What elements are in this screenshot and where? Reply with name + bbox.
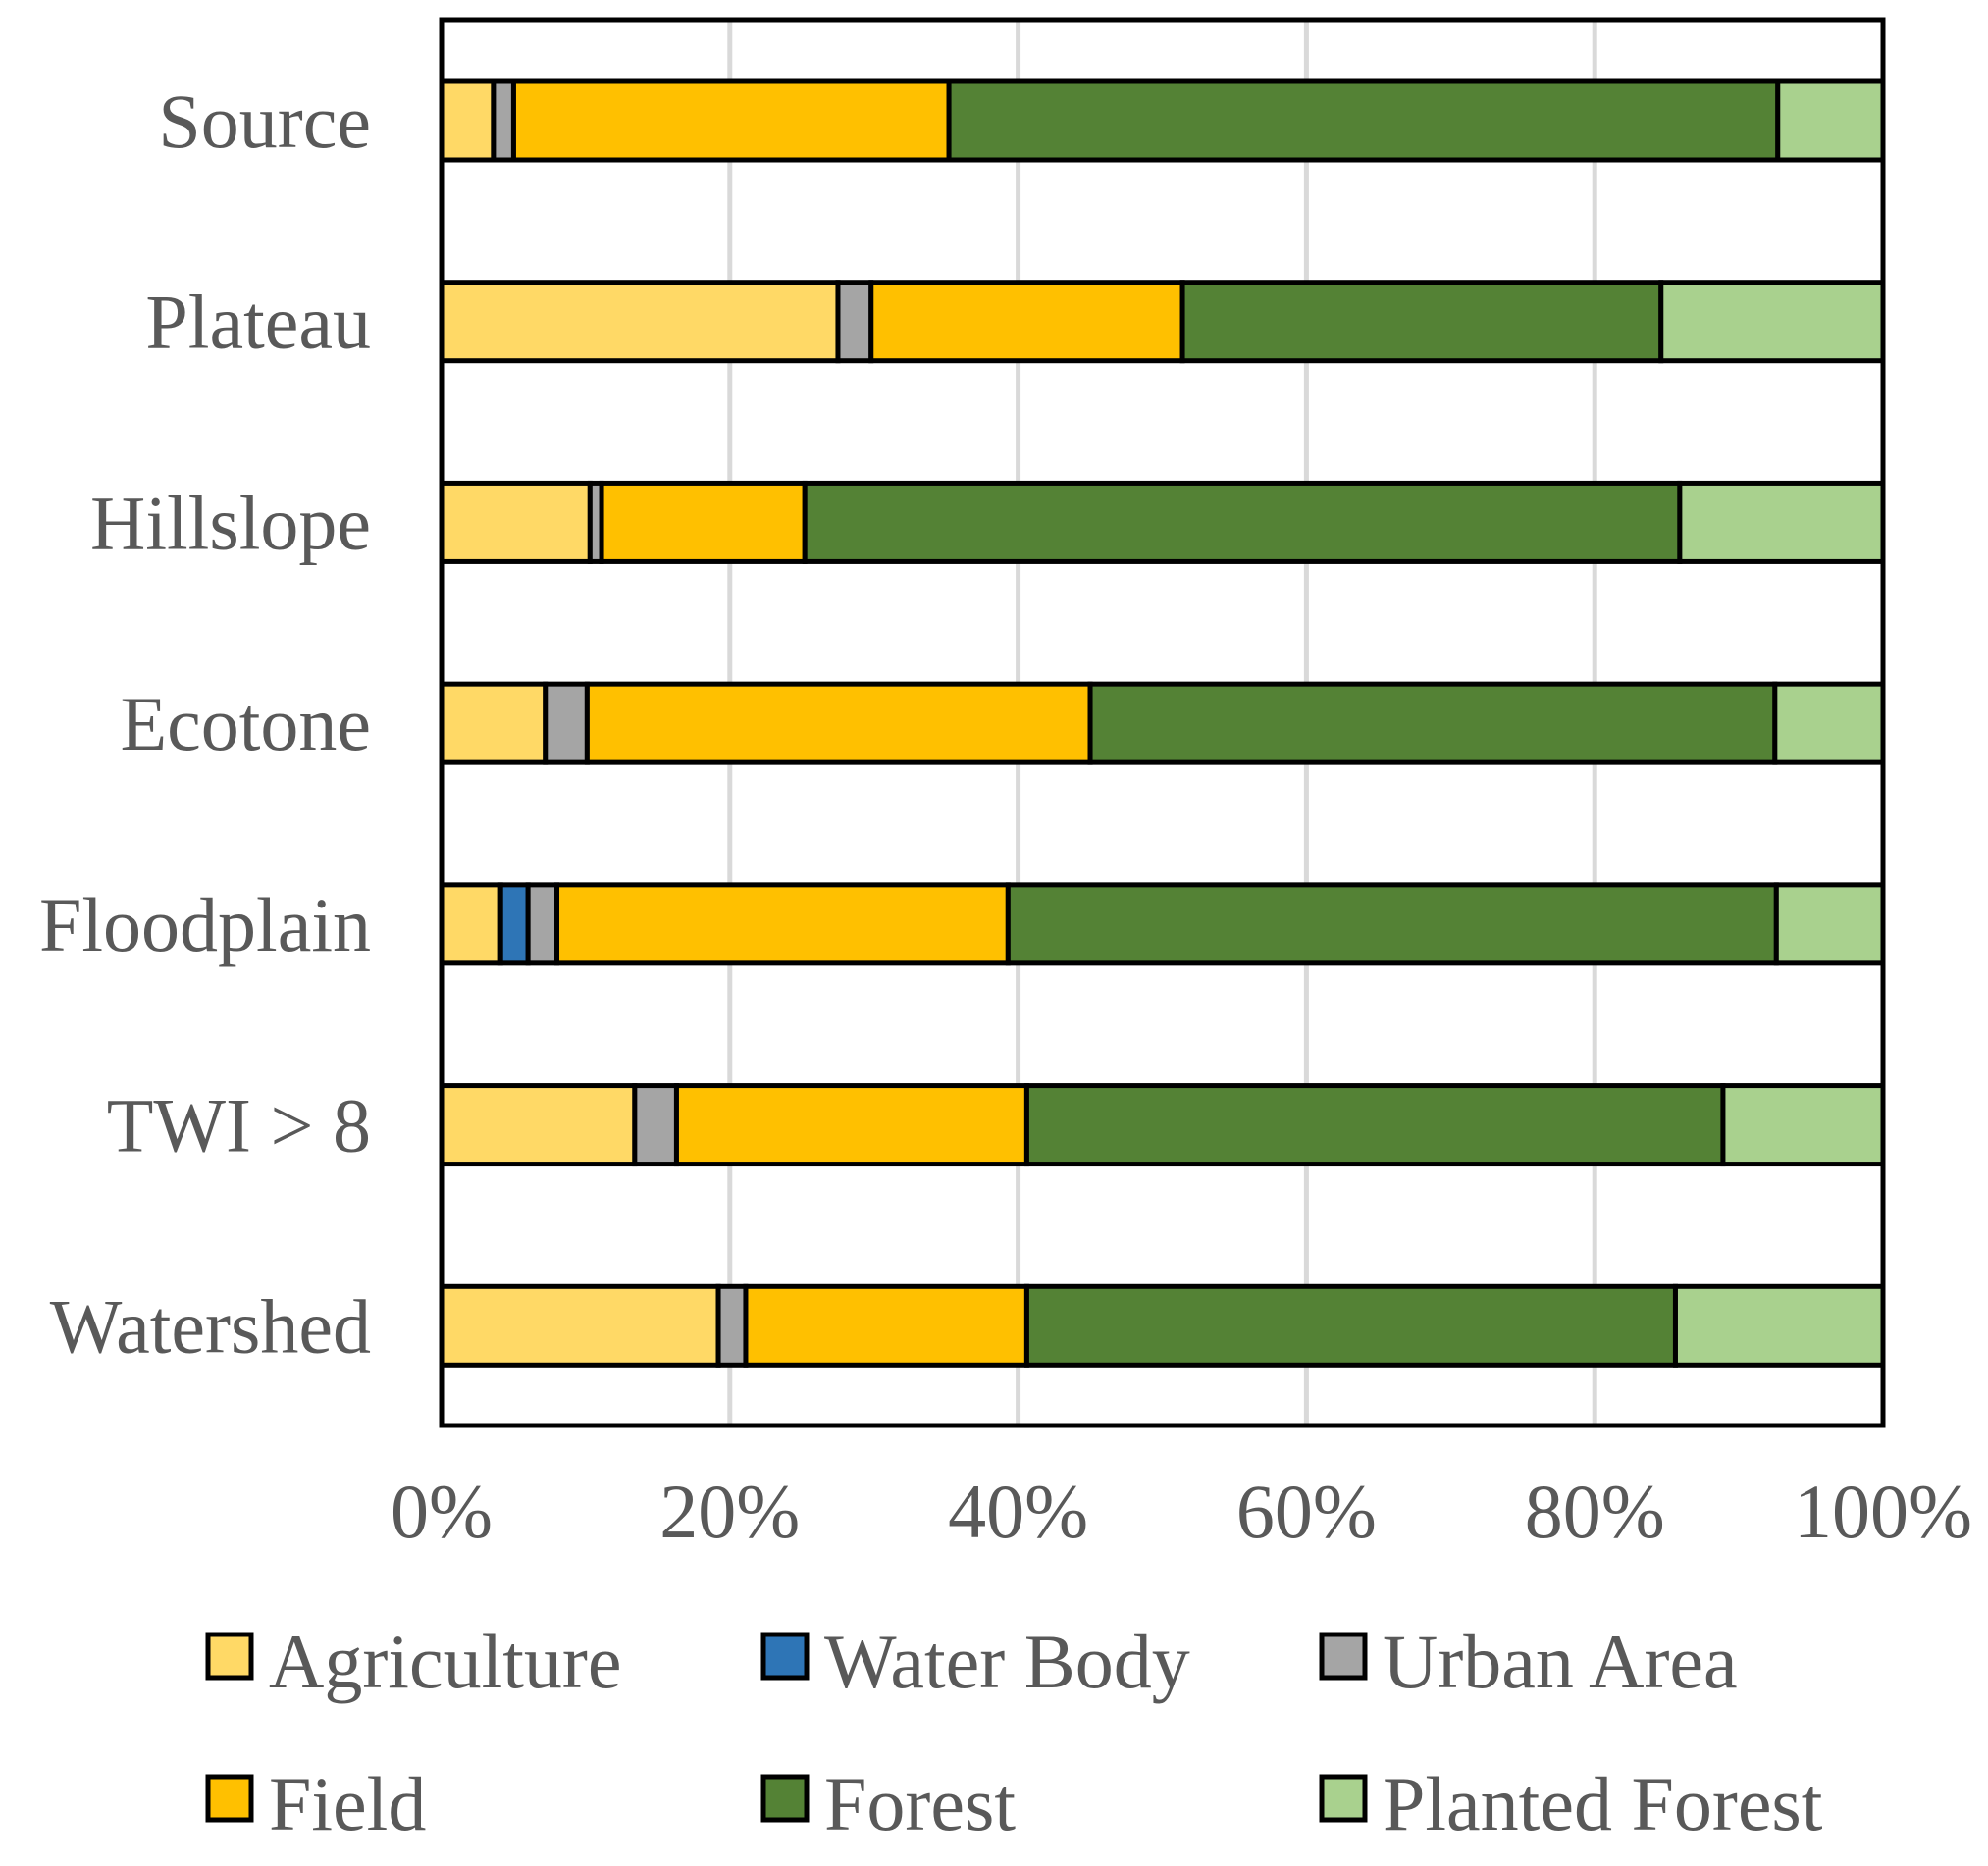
bar-segment	[1677, 480, 1886, 564]
bar-segment	[1179, 280, 1664, 364]
bar-segment	[835, 280, 874, 364]
bar-segment	[1720, 1083, 1886, 1167]
bar-segment	[1773, 882, 1886, 966]
legend-label: Water Body	[824, 1619, 1190, 1704]
bar-segment	[439, 480, 593, 564]
legend-swatch	[760, 1774, 810, 1823]
x-tick-label: 40%	[948, 1469, 1088, 1554]
legend-label: Field	[269, 1761, 426, 1846]
bar-segment	[802, 480, 1683, 564]
bar-segment	[439, 1083, 638, 1167]
bar-segment	[599, 480, 808, 564]
category-labels: Source Plateau Hillslope Ecotone Floodplain T…	[39, 78, 371, 1369]
bar-segment	[743, 1283, 1029, 1368]
bar-segment	[632, 1083, 679, 1167]
legend-swatch	[205, 1774, 254, 1823]
category-label: Plateau	[145, 280, 371, 365]
category-label: TWI > 8	[107, 1083, 371, 1168]
x-tick-label: 60%	[1236, 1469, 1377, 1554]
bar-segment	[439, 882, 503, 966]
legend-label: Forest	[824, 1761, 1016, 1846]
legend: Agriculture Water Body Urban Area Field Fore…	[205, 1619, 1823, 1846]
bar-segment	[1775, 78, 1886, 163]
bar-segment	[673, 1083, 1029, 1167]
bar-segment	[1023, 1083, 1726, 1167]
bar-segment	[491, 78, 516, 163]
legend-swatch	[1319, 1774, 1368, 1823]
bar-segment	[1672, 1283, 1886, 1368]
legend-label: Planted Forest	[1383, 1761, 1823, 1846]
category-label: Floodplain	[39, 882, 371, 967]
bar-segment	[1023, 1283, 1678, 1368]
bar-segment	[439, 681, 549, 765]
bar-segment	[543, 681, 590, 765]
bar-segment	[510, 78, 952, 163]
plot-frame	[439, 17, 1886, 1428]
x-tick-label: 80%	[1525, 1469, 1665, 1554]
bar-segment	[1772, 681, 1886, 765]
bar-segment	[1087, 681, 1778, 765]
bar-segment	[497, 882, 531, 966]
legend-swatch	[760, 1632, 810, 1681]
bar-segment	[715, 1283, 749, 1368]
bar-segment	[439, 280, 841, 364]
x-axis-tick-labels: 0% 20% 40% 60% 80% 100%	[391, 1469, 1972, 1554]
bar-segment	[1658, 280, 1886, 364]
bar-segment	[946, 78, 1781, 163]
bar-segment	[439, 1283, 721, 1368]
legend-swatch	[1319, 1632, 1368, 1681]
bar-segment	[554, 882, 1011, 966]
legend-label: Urban Area	[1383, 1619, 1738, 1704]
x-tick-label: 0%	[391, 1469, 493, 1554]
bar-segment	[868, 280, 1185, 364]
bar-segment	[525, 882, 560, 966]
bar-segment	[584, 681, 1093, 765]
x-tick-label: 20%	[659, 1469, 800, 1554]
legend-label: Agriculture	[269, 1619, 622, 1704]
x-tick-label: 100%	[1794, 1469, 1972, 1554]
category-label: Ecotone	[120, 681, 371, 766]
bar-segment	[1005, 882, 1779, 966]
category-label: Hillslope	[90, 480, 371, 565]
bar-segment	[439, 78, 497, 163]
category-label: Watershed	[50, 1283, 371, 1369]
category-label: Source	[158, 78, 371, 164]
legend-swatch	[205, 1632, 254, 1681]
bars	[439, 78, 1886, 1368]
